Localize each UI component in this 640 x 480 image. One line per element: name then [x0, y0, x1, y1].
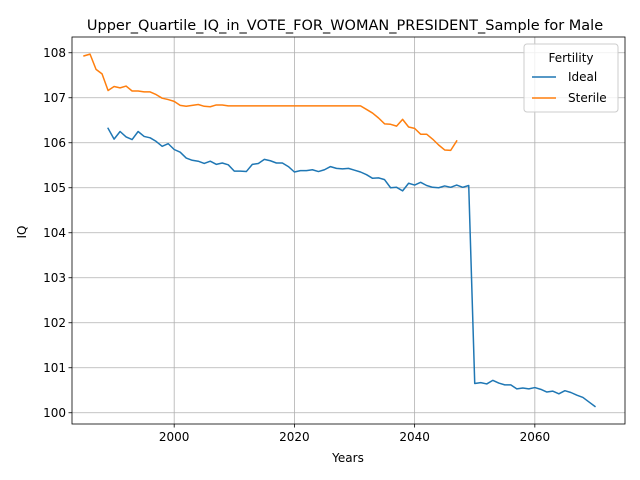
legend-title: Fertility	[548, 51, 593, 65]
x-tick-label: 2040	[399, 430, 430, 444]
series-lines	[83, 53, 596, 408]
x-tick-label: 2000	[159, 430, 190, 444]
y-tick-label: 100	[43, 406, 66, 420]
axis-ticks: 2000 2020 2040 2060 100 101 102 103 104 105 106 107…	[43, 46, 550, 444]
y-axis-label: IQ	[15, 226, 29, 239]
y-tick-label: 107	[43, 91, 66, 105]
y-tick-label: 101	[43, 361, 66, 375]
series-line-ideal	[107, 127, 596, 408]
legend-label-ideal: Ideal	[568, 70, 597, 84]
legend-box	[523, 43, 619, 113]
y-tick-label: 105	[43, 181, 66, 195]
x-tick-label: 2060	[520, 430, 551, 444]
x-tick-label: 2020	[279, 430, 310, 444]
y-tick-label: 102	[43, 316, 66, 330]
plot-area-frame	[71, 36, 626, 425]
series-line-sterile	[83, 53, 458, 152]
y-tick-label: 103	[43, 271, 66, 285]
legend-label-sterile: Sterile	[568, 91, 607, 105]
chart-title: Upper_Quartile_IQ_in_VOTE_FOR_WOMAN_PRES…	[87, 18, 603, 34]
y-tick-label: 104	[43, 226, 66, 240]
y-tick-label: 106	[43, 136, 66, 150]
x-axis-label: Years	[331, 451, 364, 465]
y-tick-label: 108	[43, 46, 66, 60]
legend: Fertility Ideal Sterile	[523, 43, 619, 113]
